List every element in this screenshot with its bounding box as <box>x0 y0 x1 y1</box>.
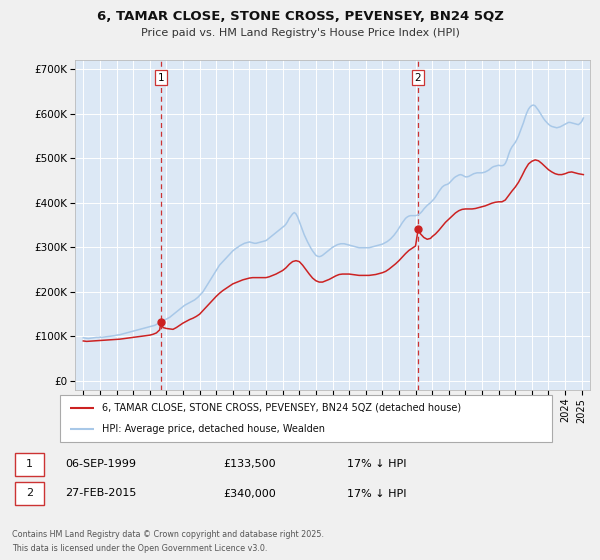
Text: £340,000: £340,000 <box>224 488 277 498</box>
Text: 2: 2 <box>26 488 33 498</box>
Text: 2: 2 <box>415 73 421 83</box>
Text: £133,500: £133,500 <box>224 459 276 469</box>
Text: 1: 1 <box>158 73 164 83</box>
FancyBboxPatch shape <box>60 395 552 442</box>
FancyBboxPatch shape <box>16 482 44 505</box>
Text: Contains HM Land Registry data © Crown copyright and database right 2025.: Contains HM Land Registry data © Crown c… <box>12 530 324 539</box>
Text: 17% ↓ HPI: 17% ↓ HPI <box>347 488 407 498</box>
Text: 6, TAMAR CLOSE, STONE CROSS, PEVENSEY, BN24 5QZ (detached house): 6, TAMAR CLOSE, STONE CROSS, PEVENSEY, B… <box>102 403 461 413</box>
Text: 1: 1 <box>26 459 33 469</box>
Text: HPI: Average price, detached house, Wealden: HPI: Average price, detached house, Weal… <box>102 424 325 435</box>
FancyBboxPatch shape <box>16 453 44 475</box>
Text: 17% ↓ HPI: 17% ↓ HPI <box>347 459 407 469</box>
Text: 6, TAMAR CLOSE, STONE CROSS, PEVENSEY, BN24 5QZ: 6, TAMAR CLOSE, STONE CROSS, PEVENSEY, B… <box>97 10 503 23</box>
Text: This data is licensed under the Open Government Licence v3.0.: This data is licensed under the Open Gov… <box>12 544 268 553</box>
Text: 27-FEB-2015: 27-FEB-2015 <box>65 488 136 498</box>
Text: 06-SEP-1999: 06-SEP-1999 <box>65 459 136 469</box>
Text: Price paid vs. HM Land Registry's House Price Index (HPI): Price paid vs. HM Land Registry's House … <box>140 28 460 38</box>
